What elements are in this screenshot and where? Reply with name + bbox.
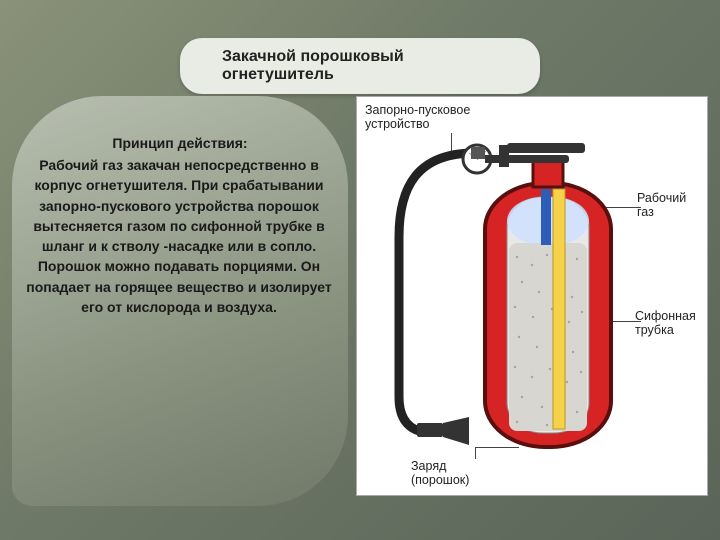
nozzle [417,417,469,445]
gauge-stem [485,155,501,163]
hose [399,153,475,431]
title-pill: Закачной порошковый огнетушитель [180,38,540,94]
cutaway [507,189,589,433]
page-title: Закачной порошковый огнетушитель [222,48,404,83]
hose-collar [471,147,485,159]
description-heading: Принцип действия: [36,135,324,151]
description-body: Рабочий газ закачан непосредственно в ко… [24,155,334,317]
extinguisher-svg [357,97,709,497]
extinguisher-diagram: Запорно-пусковое устройство Рабочий газ … [356,96,708,496]
